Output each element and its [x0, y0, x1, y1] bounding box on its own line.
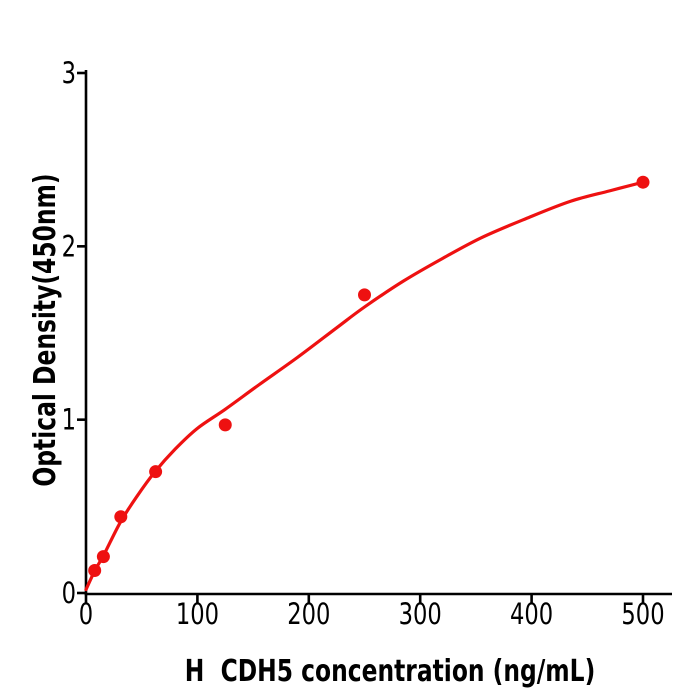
data-point — [149, 465, 163, 479]
y-tick-label: 3 — [62, 57, 76, 90]
y-axis-label: Optical Density(450nm) — [28, 173, 63, 486]
axes — [84, 70, 672, 596]
data-point — [88, 563, 102, 577]
x-tick-label: 300 — [399, 598, 442, 631]
data-point — [218, 418, 232, 432]
y-tick-label: 2 — [62, 231, 76, 264]
data-point — [114, 510, 128, 524]
fit-curve — [84, 180, 645, 592]
x-tick-label: 0 — [79, 598, 93, 631]
x-axis-ticks: 0 100 200 300 400 500 — [79, 594, 665, 632]
data-points — [88, 175, 650, 577]
y-tick-label: 1 — [62, 404, 76, 437]
x-tick-label: 200 — [287, 598, 330, 631]
data-point — [358, 288, 371, 302]
y-axis-ticks: 0 1 2 3 — [62, 57, 86, 611]
data-point — [96, 550, 110, 564]
x-axis-label: H CDH5 concentration (ng/mL) — [185, 654, 596, 689]
x-tick-label: 400 — [510, 598, 553, 631]
y-tick-label: 0 — [62, 577, 76, 610]
x-tick-label: 500 — [621, 598, 664, 631]
x-tick-label: 100 — [176, 598, 219, 631]
data-point — [636, 175, 650, 189]
